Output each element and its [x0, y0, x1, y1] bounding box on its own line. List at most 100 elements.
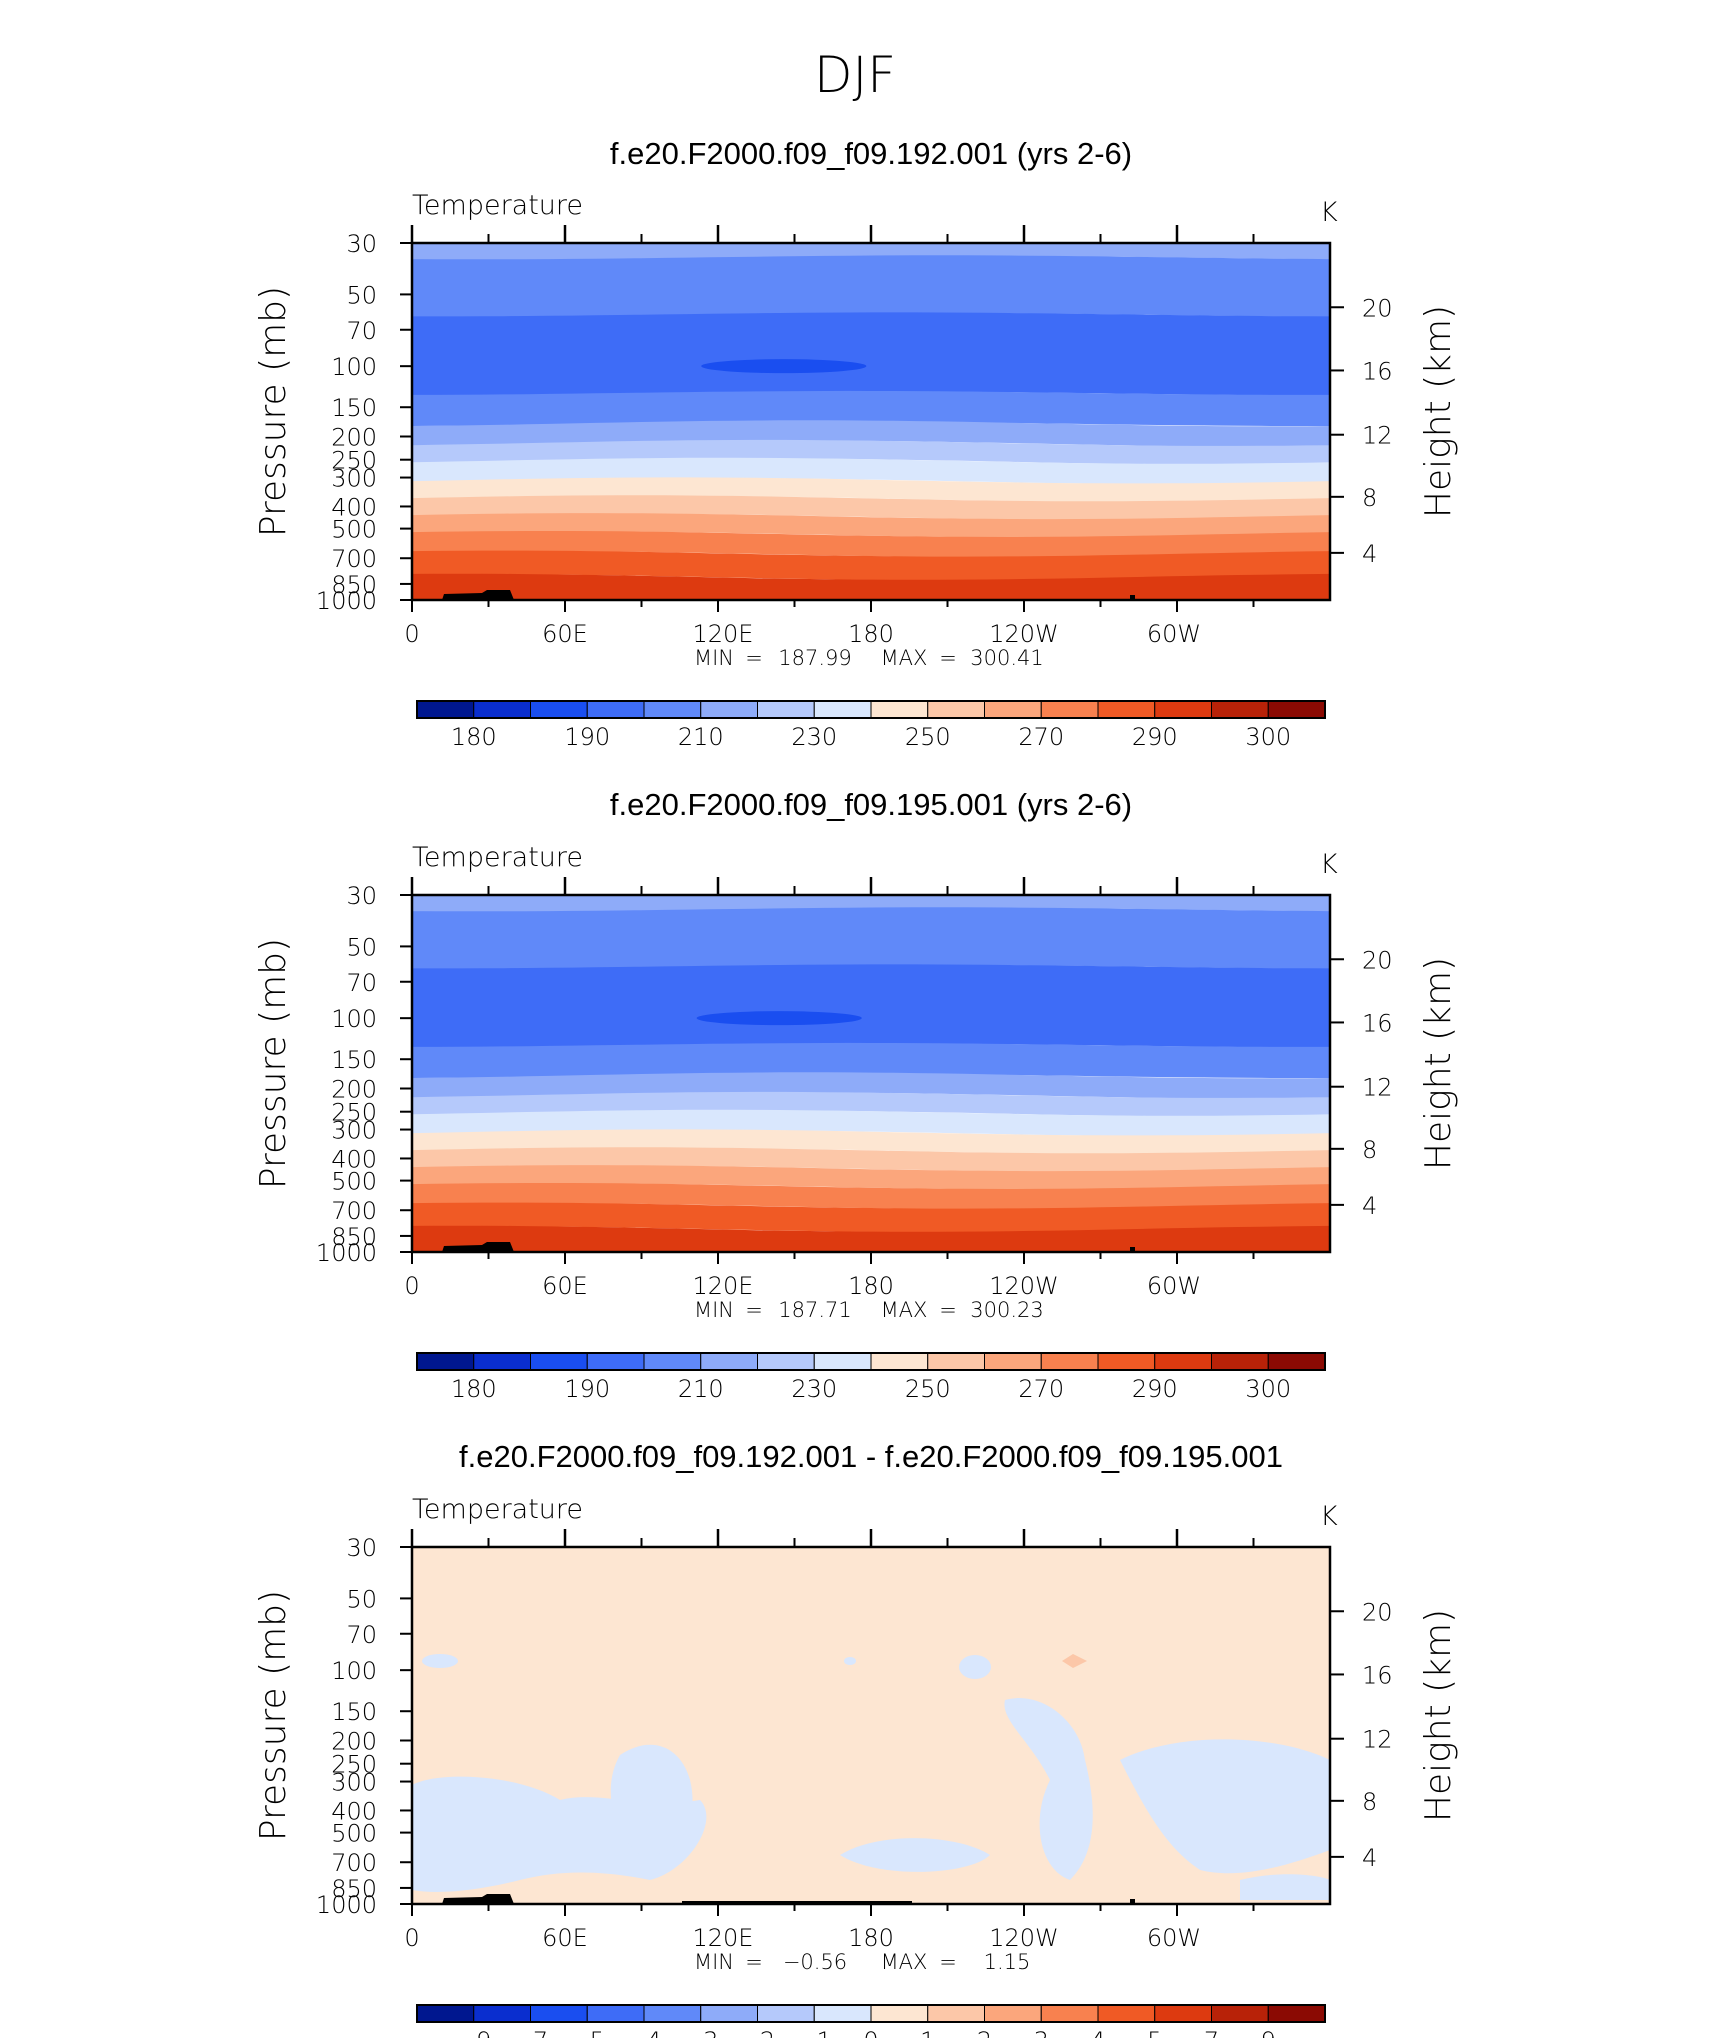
x-tick-label: 60E: [542, 1272, 588, 1300]
units-label: K: [1320, 849, 1338, 880]
max-value: 300.41: [970, 646, 1043, 670]
colorbar-swatch: [813, 1352, 872, 1371]
colorbar-swatch: [416, 1352, 475, 1371]
y-tick-label: 150: [331, 1698, 377, 1726]
y-tick-label: 100: [331, 353, 377, 381]
colorbar-swatch: [1211, 1352, 1269, 1371]
colorbar-label: 5: [1147, 2027, 1162, 2038]
colorbar-swatch: [1267, 2004, 1326, 2023]
min-value: 187.71: [778, 1298, 851, 1322]
max-value: 1.15: [984, 1950, 1031, 1974]
colorbar-swatch: [1211, 700, 1269, 719]
min-label: MIN: [694, 646, 734, 670]
y-axis-label: Pressure (mb): [253, 286, 294, 537]
contour-band: [412, 1042, 1330, 1078]
y-tick-label: 150: [331, 1046, 377, 1074]
colorbar-label: 290: [1132, 723, 1178, 751]
x-tick-label: 120W: [989, 620, 1059, 648]
colorbar-label: −5: [570, 2027, 605, 2038]
contour-band: [412, 907, 1330, 970]
contour-band: [412, 1225, 1330, 1252]
y2-axis-label: Height (km): [1418, 1609, 1459, 1822]
contour-band: [412, 895, 1330, 912]
topography: [1130, 1899, 1135, 1904]
diff-region: [959, 1655, 991, 1679]
colorbar-swatch: [757, 1352, 815, 1371]
y2-tick-label: 16: [1362, 357, 1393, 385]
min-label: MIN: [694, 1298, 734, 1322]
colorbar-swatch: [643, 2004, 702, 2023]
x-tick-label: 120W: [989, 1924, 1059, 1952]
diff-region: [1004, 1698, 1093, 1880]
equals-sign: =: [745, 1950, 763, 1974]
y2-tick-label: 12: [1362, 1726, 1393, 1754]
colorbar-swatch: [586, 1352, 645, 1371]
y2-tick-label: 8: [1362, 1136, 1377, 1164]
topography: [1130, 1247, 1135, 1252]
x-tick-label: 180: [848, 1924, 894, 1952]
colorbar-swatch: [1154, 1352, 1212, 1371]
x-tick-label: 60W: [1147, 1924, 1201, 1952]
variable-label: Temperature: [412, 190, 583, 221]
variable-label: Temperature: [412, 1494, 583, 1525]
colorbar-swatch: [1154, 2004, 1212, 2023]
colorbar-swatch: [927, 2004, 985, 2023]
colorbar-swatch: [870, 1352, 929, 1371]
y-tick-label: 300: [331, 465, 377, 493]
y-tick-label: 400: [331, 1145, 377, 1173]
colorbar-frame: [416, 700, 1326, 719]
y2-tick-label: 4: [1362, 540, 1377, 568]
y-tick-label: 30: [346, 1534, 377, 1562]
x-tick-label: 60E: [542, 620, 588, 648]
colorbar-frame: [416, 2004, 1326, 2023]
colorbar-label: 300: [1245, 1375, 1291, 1403]
x-tick-label: 120E: [693, 1924, 754, 1952]
max-label: MAX: [881, 1298, 928, 1322]
plot-area: [412, 243, 1330, 600]
y-tick-label: 200: [331, 1075, 377, 1103]
y2-axis-label: Height (km): [1418, 305, 1459, 518]
colorbar-swatch: [586, 700, 645, 719]
colorbar: 180 190 210 230 250 270 290 300: [416, 700, 1326, 751]
colorbar-label: 180: [451, 723, 497, 751]
contour-band: [412, 1183, 1330, 1210]
y-tick-label: 400: [331, 1797, 377, 1825]
colorbar-swatch: [984, 1352, 1042, 1371]
y-tick-label: 50: [346, 1585, 377, 1613]
colorbar: 180 190 210 230 250 270 290 300: [416, 1352, 1326, 1403]
contour-band: [412, 1165, 1330, 1190]
topography: [442, 590, 514, 600]
colorbar-label: 230: [791, 723, 837, 751]
colorbar-swatch: [927, 1352, 985, 1371]
colorbar-label: 4: [1090, 2027, 1105, 2038]
colorbar-swatch: [757, 2004, 815, 2023]
y2-tick-label: 20: [1362, 294, 1393, 322]
colorbar-label: 180: [451, 1375, 497, 1403]
contour-band: [412, 312, 1330, 396]
y-axis-label: Pressure (mb): [253, 1590, 294, 1841]
y-tick-label: 300: [331, 1769, 377, 1797]
equals-sign: =: [939, 646, 957, 670]
panel-title: f.e20.F2000.f09_f09.195.001 (yrs 2-6): [610, 787, 1132, 822]
colorbar-swatch: [984, 2004, 1042, 2023]
colorbar-swatch: [530, 1352, 588, 1371]
contour-band: [412, 550, 1330, 581]
colorbar-swatch: [813, 2004, 872, 2023]
equals-sign: =: [745, 1298, 763, 1322]
colorbar-swatch: [1267, 1352, 1326, 1371]
x-tick-label: 0: [404, 620, 419, 648]
colorbar-label: −9: [456, 2027, 491, 2038]
colorbar-frame: [416, 1352, 1326, 1371]
y-tick-label: 70: [346, 317, 377, 345]
y2-tick-label: 8: [1362, 1788, 1377, 1816]
diff-region: [1120, 1739, 1330, 1874]
colorbar-swatch: [1040, 700, 1099, 719]
colorbar-swatch: [473, 700, 531, 719]
max-label: MAX: [881, 1950, 928, 1974]
colorbar-label: 2: [977, 2027, 992, 2038]
y-tick-label: 200: [331, 423, 377, 451]
diff-region: [422, 1654, 458, 1668]
colorbar-swatch: [416, 2004, 475, 2023]
colorbar-label: 270: [1018, 1375, 1064, 1403]
